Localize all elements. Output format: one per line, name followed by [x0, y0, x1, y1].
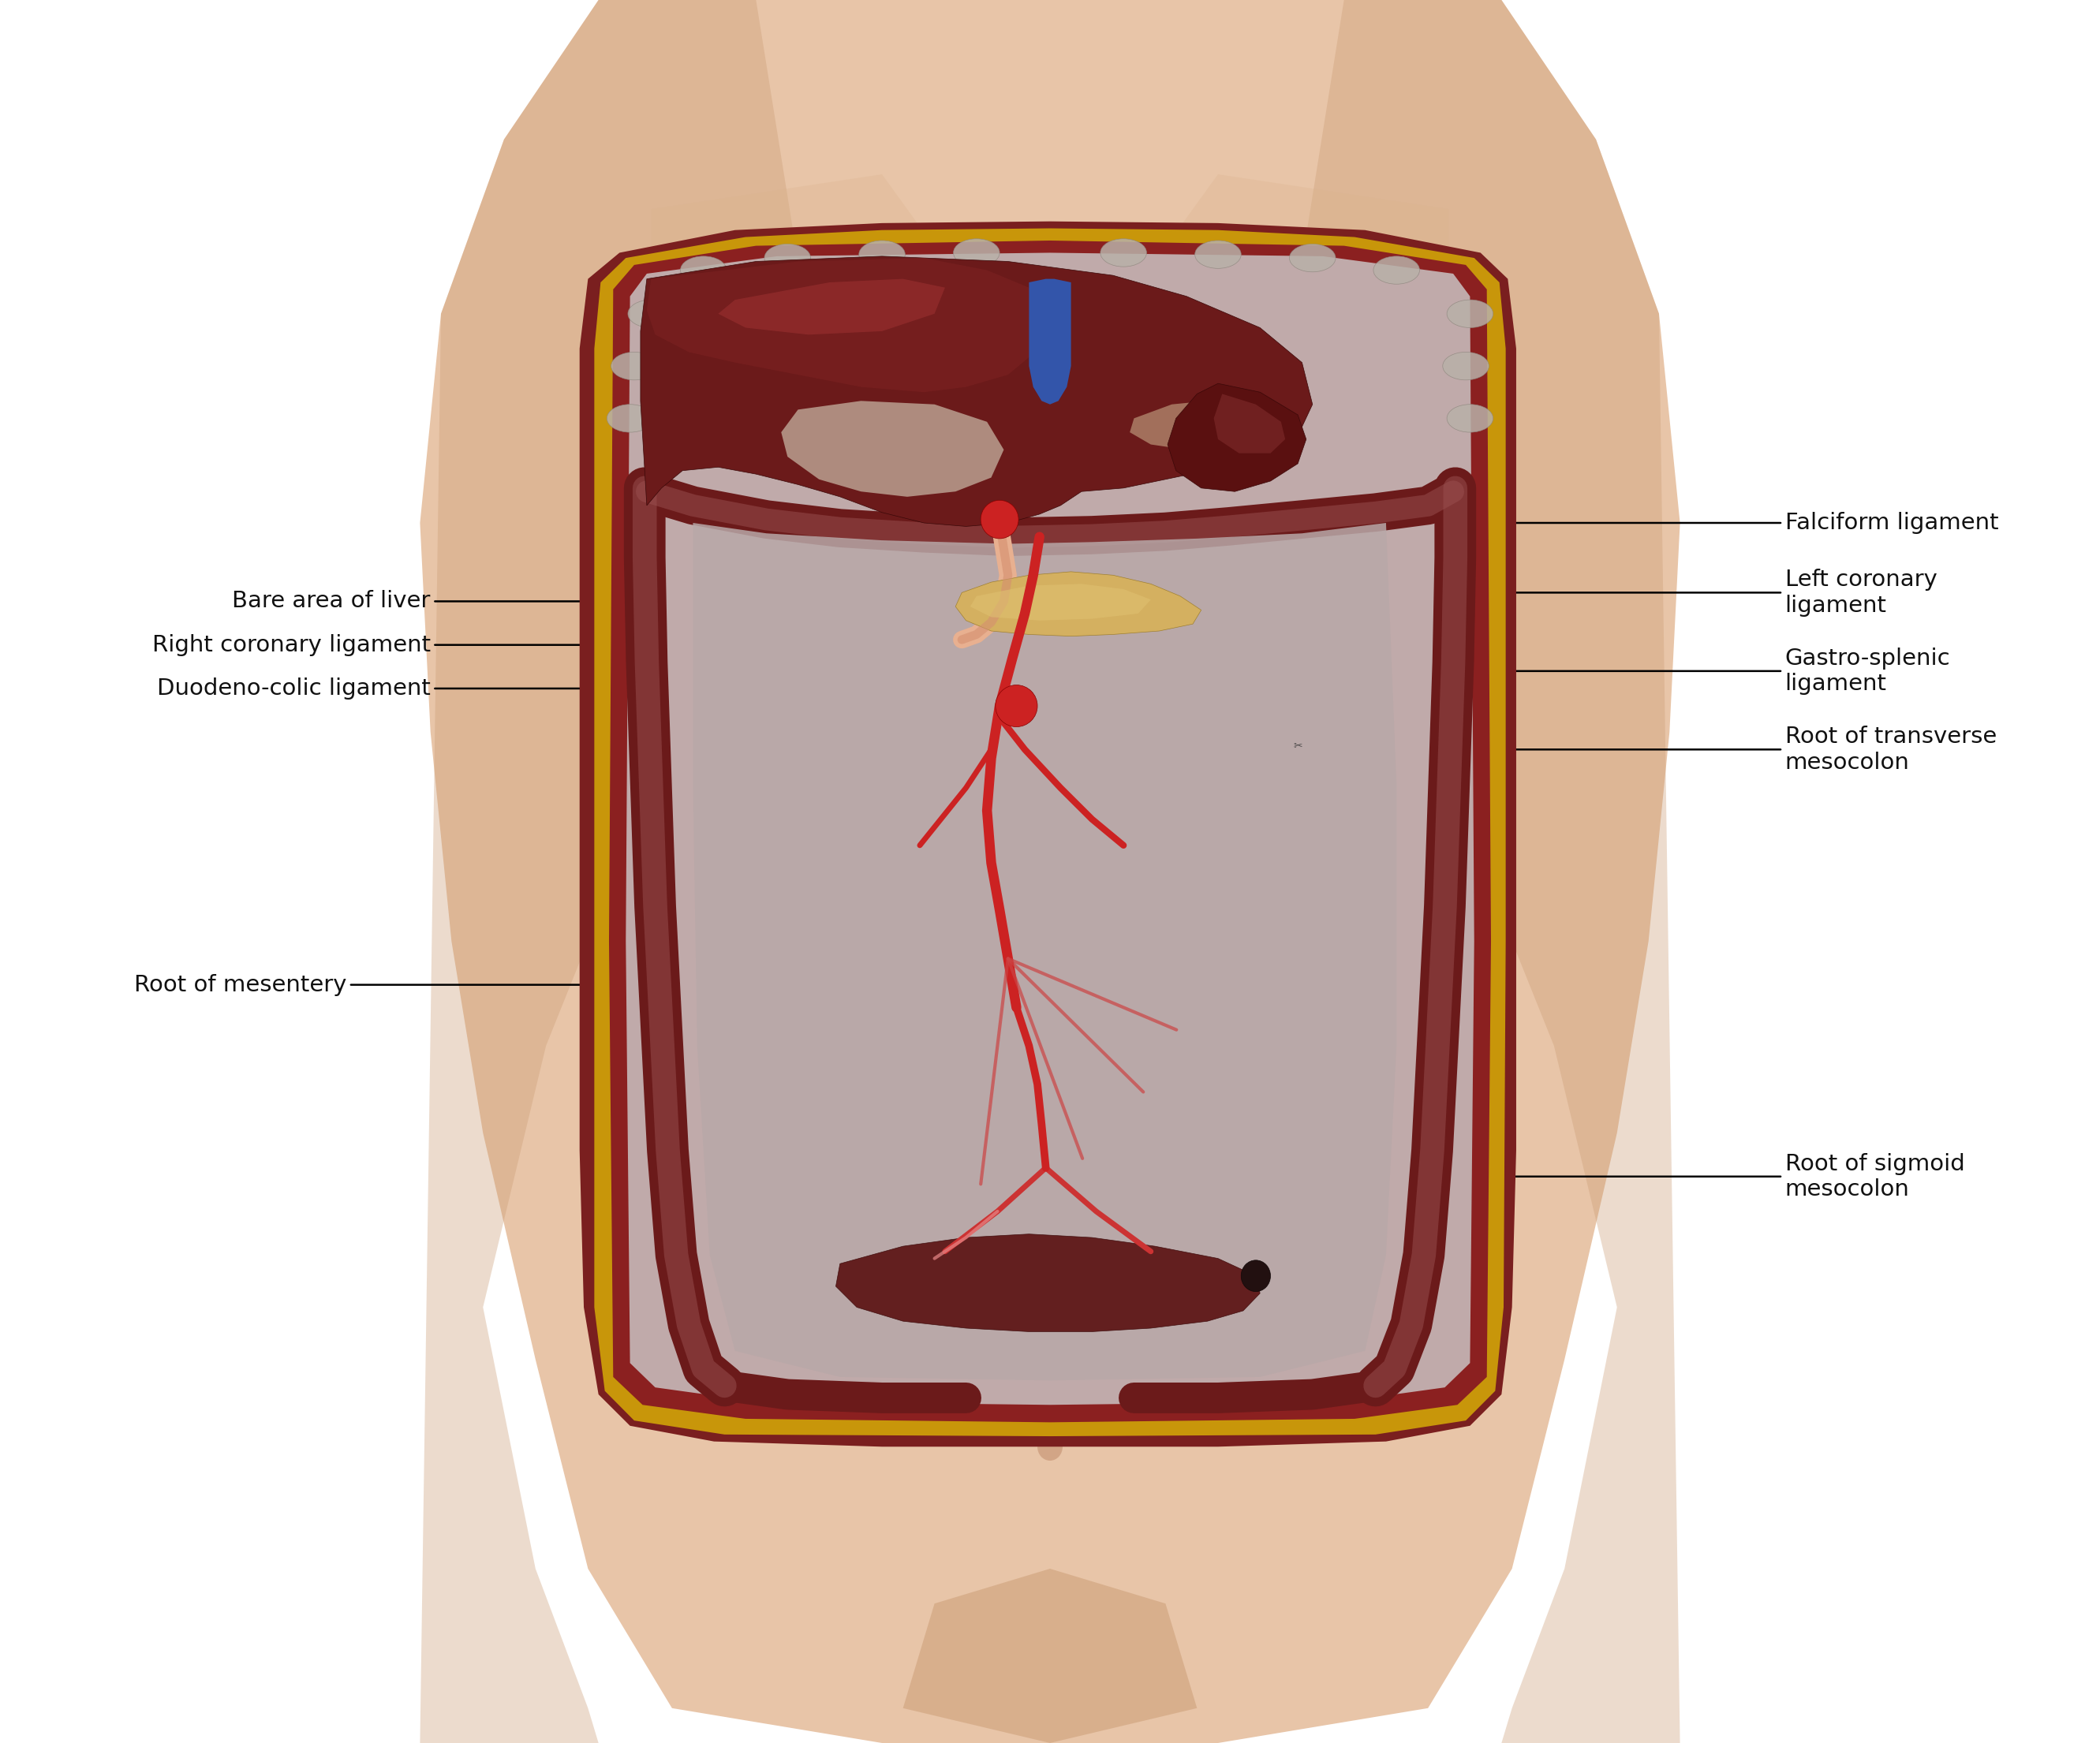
Ellipse shape — [769, 251, 806, 272]
Polygon shape — [1130, 401, 1235, 450]
Polygon shape — [956, 572, 1201, 636]
Ellipse shape — [981, 500, 1018, 539]
Ellipse shape — [1241, 1260, 1270, 1292]
Ellipse shape — [995, 685, 1037, 727]
Polygon shape — [580, 221, 1516, 1447]
Ellipse shape — [628, 300, 674, 328]
Ellipse shape — [1443, 352, 1489, 380]
Ellipse shape — [1289, 244, 1336, 272]
Polygon shape — [970, 584, 1151, 621]
Polygon shape — [903, 1569, 1197, 1743]
Text: Left coronary
ligament: Left coronary ligament — [1216, 568, 1936, 617]
Ellipse shape — [680, 256, 727, 284]
Polygon shape — [1214, 394, 1285, 453]
Ellipse shape — [1373, 256, 1420, 284]
Polygon shape — [836, 1234, 1260, 1332]
Text: Falciform ligament: Falciform ligament — [1210, 512, 1999, 533]
Polygon shape — [640, 256, 1312, 526]
Text: Gastro-splenic
ligament: Gastro-splenic ligament — [1231, 647, 1951, 695]
Text: Duodeno-colic ligament: Duodeno-colic ligament — [158, 678, 800, 699]
Polygon shape — [626, 253, 1474, 1405]
Polygon shape — [420, 0, 798, 1743]
Polygon shape — [651, 174, 945, 383]
Ellipse shape — [1315, 242, 1352, 263]
Ellipse shape — [1037, 1433, 1063, 1461]
Ellipse shape — [1447, 404, 1493, 432]
Ellipse shape — [1195, 241, 1241, 268]
Ellipse shape — [1100, 239, 1147, 267]
Polygon shape — [1168, 383, 1306, 492]
Ellipse shape — [607, 404, 653, 432]
Ellipse shape — [611, 352, 657, 380]
Polygon shape — [1155, 174, 1449, 383]
Text: Root of transverse
mesocolon: Root of transverse mesocolon — [1300, 725, 1997, 774]
Ellipse shape — [764, 244, 811, 272]
Text: Root of mesentery: Root of mesentery — [134, 974, 869, 995]
Polygon shape — [609, 241, 1491, 1422]
Polygon shape — [1302, 0, 1680, 1743]
Polygon shape — [420, 0, 1680, 1743]
Polygon shape — [781, 401, 1004, 497]
Ellipse shape — [859, 241, 905, 268]
Polygon shape — [693, 523, 1396, 1380]
Ellipse shape — [953, 239, 1000, 267]
Text: ✂: ✂ — [1294, 741, 1302, 751]
Polygon shape — [1029, 279, 1071, 404]
Text: Right coronary ligament: Right coronary ligament — [151, 634, 785, 655]
Text: Root of sigmoid
mesocolon: Root of sigmoid mesocolon — [1315, 1152, 1966, 1201]
Ellipse shape — [1447, 300, 1493, 328]
Polygon shape — [647, 258, 1050, 392]
Polygon shape — [594, 228, 1506, 1436]
Polygon shape — [718, 279, 945, 335]
Text: Bare area of liver: Bare area of liver — [233, 591, 785, 612]
